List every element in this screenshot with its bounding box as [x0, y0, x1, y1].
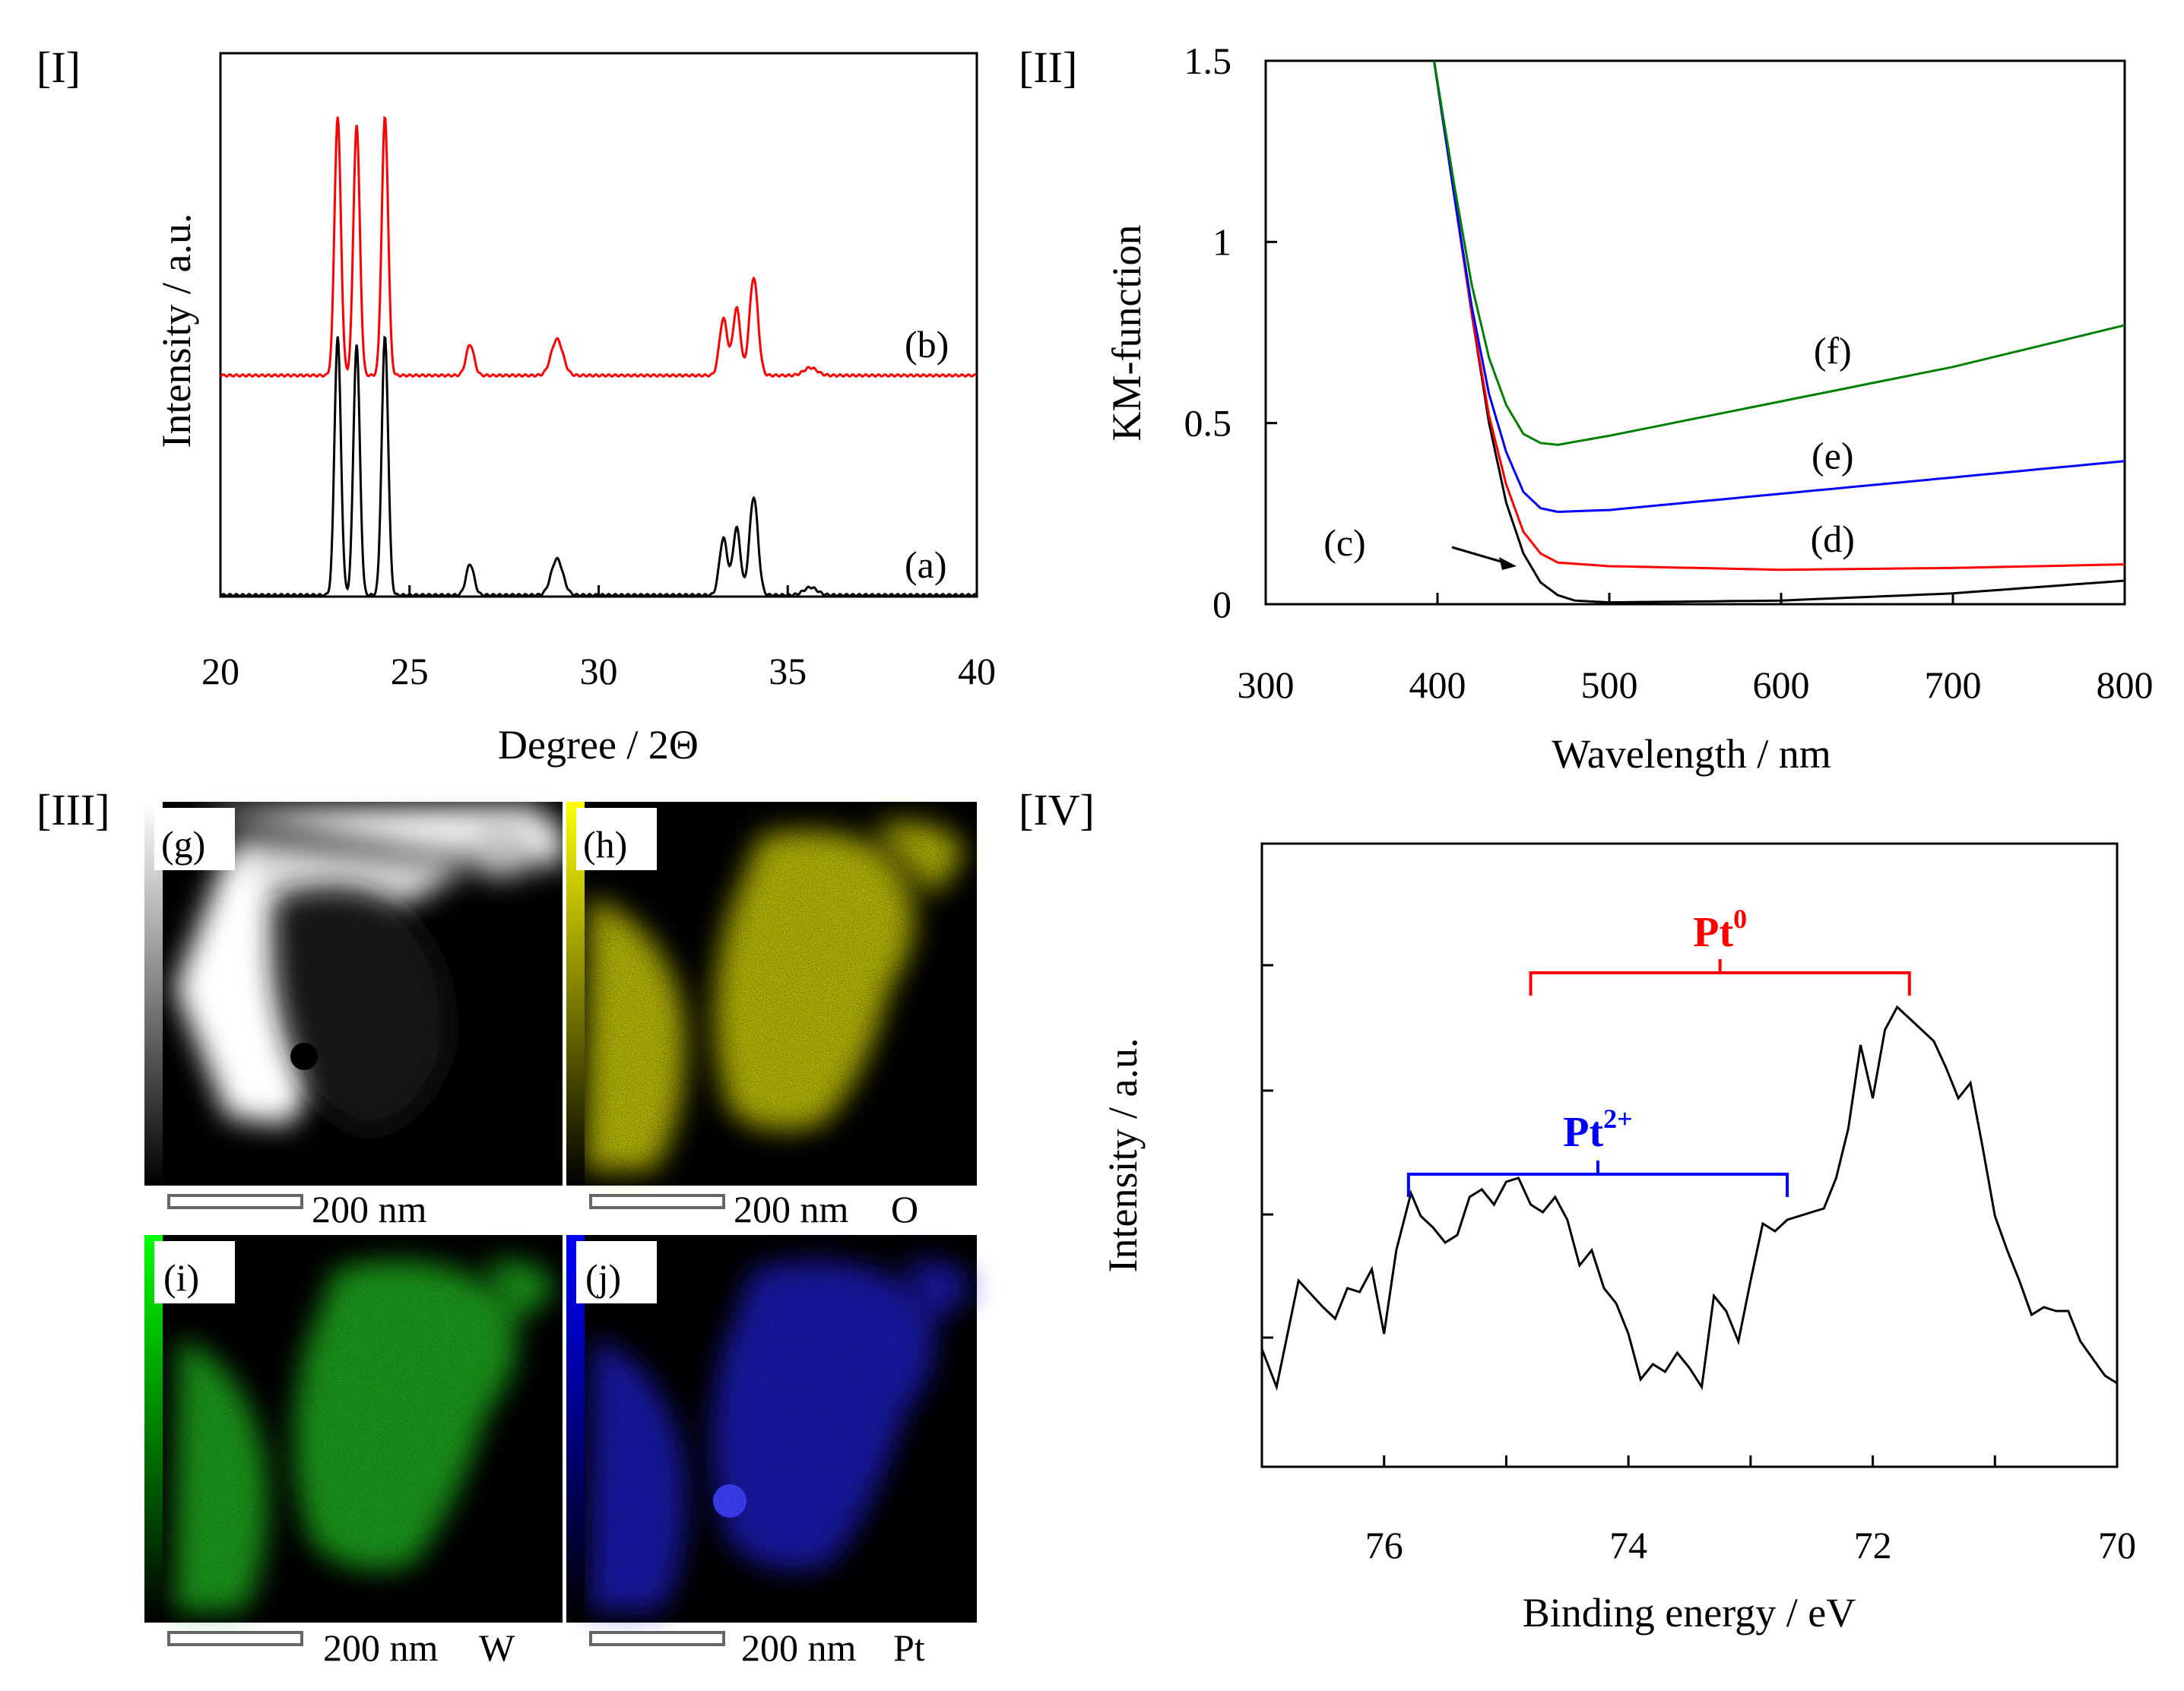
panel-iv: [IV] 76 74 72 70 Pt0 Pt2+ Binding energy / e… [1019, 785, 2136, 1636]
series-line-b [220, 116, 977, 378]
xps-spectrum [1260, 1005, 2118, 1392]
x-tick-label-ii-5: 800 [2097, 663, 2154, 706]
scale-bar-i [167, 1631, 303, 1646]
image-label-j: (j) [585, 1256, 621, 1299]
x-tick-label-ii-3: 600 [1753, 663, 1810, 706]
x-tick-label-iv-3: 70 [2098, 1524, 2136, 1566]
x-tick-label-ii-4: 700 [1925, 663, 1982, 706]
x-tick-label-i-0: 20 [201, 650, 239, 692]
plot-frame-i [219, 52, 978, 598]
scale-text-j: 200 nm [741, 1626, 857, 1669]
y-axis-label-i: Intensity / a.u. [154, 214, 199, 448]
x-tick-label-iv-0: 76 [1365, 1524, 1403, 1566]
eds-map-w: (i) [144, 1235, 563, 1623]
series-labels-ii: (f) (e) (d) (c) [1323, 329, 1855, 564]
tem-image-g: (g) [144, 802, 563, 1186]
bracket-pt-1 [1406, 1161, 1789, 1197]
c-arrow-head [1499, 557, 1517, 570]
x-tick-label-ii-2: 500 [1581, 663, 1638, 706]
annotation-label-0: Pt0 [1693, 904, 1747, 956]
series-label-a: (a) [905, 543, 947, 586]
scale-text-g: 200 nm [312, 1188, 427, 1230]
series-line-f [1433, 60, 2125, 446]
axis-ticks-ii: 300 400 500 600 700 800 0 0.5 1 1.5 [1184, 40, 2154, 706]
series-line-a [220, 335, 977, 598]
series-ii [1433, 60, 2125, 604]
x-tick-label-ii-1: 400 [1409, 663, 1466, 706]
image-label-i: (i) [163, 1256, 199, 1299]
series-line-c [1433, 60, 2125, 604]
x-tick-label-i-2: 30 [580, 650, 618, 692]
series-line-e [1433, 60, 2125, 514]
panel-label-i: [I] [36, 43, 81, 92]
x-tick-label-iv-1: 74 [1609, 1524, 1647, 1566]
scale-text-h: 200 nm [734, 1188, 849, 1230]
x-axis-label-ii: Wavelength / nm [1552, 731, 1831, 777]
scale-bar-h [589, 1194, 725, 1209]
oxidation-state-brackets: Pt0 Pt2+ [1406, 904, 1911, 1197]
x-tick-label-i-4: 40 [958, 650, 996, 692]
axis-ticks-iv: 76 74 72 70 [1260, 964, 2136, 1566]
scale-bar-j [589, 1631, 725, 1646]
y-tick-label-ii-1: 0.5 [1184, 402, 1232, 445]
plot-frame-ii [1264, 59, 2126, 606]
element-label-o: O [891, 1188, 918, 1230]
x-tick-label-i-3: 35 [769, 650, 807, 692]
x-tick-label-ii-0: 300 [1238, 663, 1295, 706]
scale-bar-g [167, 1194, 303, 1209]
c-arrow-line [1451, 546, 1510, 565]
panel-label-iv: [IV] [1019, 785, 1095, 834]
x-tick-label-i-1: 25 [391, 650, 429, 692]
panel-i: [I] 20 25 30 35 40 (b) (a) Degree / 2Θ Inten… [36, 43, 996, 768]
image-label-g: (g) [161, 823, 205, 866]
y-tick-label-ii-2: 1 [1212, 220, 1231, 263]
series-label-b: (b) [905, 323, 949, 366]
panel-iii: [III] (g) 200 nm [36, 785, 977, 1669]
panel-label-iii: [III] [36, 785, 110, 834]
eds-map-pt: (j) [566, 1235, 977, 1623]
eds-map-o: (h) [566, 802, 977, 1186]
plot-frame-iv [1260, 842, 2119, 1468]
panel-ii: [II] 300 400 500 600 700 800 0 0.5 1 1.5 (f) (e) (d… [1019, 40, 2154, 777]
y-axis-label-ii: KM-function [1104, 225, 1149, 442]
series-label-d: (d) [1811, 518, 1855, 560]
x-ticks-i: 20 25 30 35 40 [201, 585, 996, 692]
annotation-label-1: Pt2+ [1563, 1104, 1632, 1156]
image-label-h: (h) [583, 823, 627, 866]
element-label-pt: Pt [893, 1626, 925, 1669]
element-label-w: W [479, 1626, 515, 1669]
scale-text-i: 200 nm [323, 1626, 439, 1669]
y-axis-label-iv: Intensity / a.u. [1100, 1038, 1146, 1273]
x-axis-label-i: Degree / 2Θ [498, 722, 699, 768]
series-label-c: (c) [1323, 521, 1366, 564]
series-label-e: (e) [1812, 435, 1854, 477]
bracket-pt-0 [1529, 959, 1911, 996]
x-axis-label-iv: Binding energy / eV [1523, 1590, 1856, 1636]
series-i [220, 116, 977, 598]
series-label-f: (f) [1814, 329, 1852, 372]
xps-line [1260, 1005, 2118, 1392]
y-tick-label-ii-0: 0 [1212, 583, 1231, 625]
x-tick-label-iv-2: 72 [1854, 1524, 1892, 1566]
y-tick-label-ii-3: 1.5 [1184, 40, 1232, 82]
panel-label-ii: [II] [1019, 43, 1077, 92]
